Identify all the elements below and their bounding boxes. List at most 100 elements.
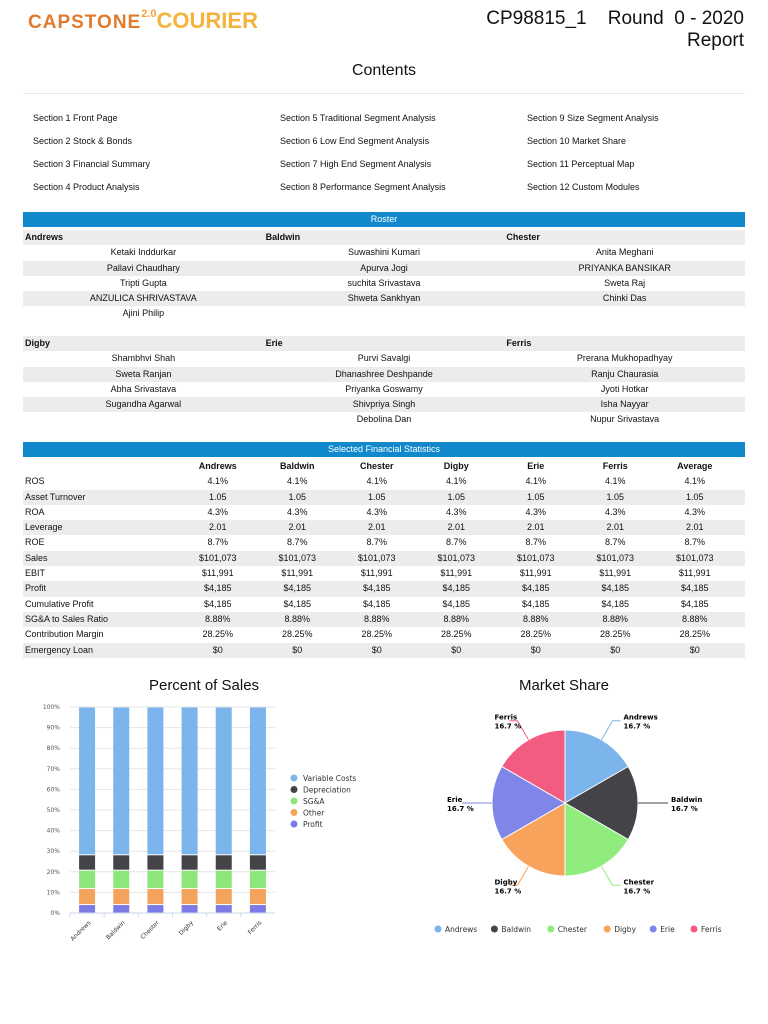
stat-value: 8.7% [445, 537, 467, 548]
member-name: Debolina Dan [356, 414, 412, 425]
team-name: Ferris [506, 338, 532, 348]
member-name: Sugandha Agarwal [105, 399, 182, 410]
bar-segment-sga [113, 870, 130, 888]
stat-value: $4,185 [601, 598, 630, 609]
column-header: Baldwin [279, 461, 315, 471]
financial-row: Cumulative Profit $4,185 $4,185 $4,185 $4,18… [23, 597, 745, 612]
pie-label-name: Chester [624, 878, 655, 886]
member-name: Shweta Sankhyan [347, 293, 421, 304]
stat-label: Emergency Loan [25, 644, 94, 655]
column-header: Digby [443, 461, 469, 471]
financial-row: ROS 4.1% 4.1% 4.1% 4.1% 4.1% 4.1% 4.1% [23, 474, 745, 489]
bar-segment-profit [79, 905, 96, 913]
toc-link[interactable]: Section 11 Perceptual Map [527, 159, 635, 169]
stat-value: $101,073 [278, 552, 317, 563]
financial-row: Sales $101,073 $101,073 $101,073 $101,073 $10… [23, 550, 745, 567]
toc-link[interactable]: Section 8 Performance Segment Analysis [280, 182, 446, 192]
legend-label: Other [303, 809, 325, 818]
pie-slice-digby [501, 802, 566, 877]
toc-link[interactable]: Section 9 Size Segment Analysis [527, 113, 659, 123]
stat-value: 4.3% [286, 506, 308, 517]
pie-slice-chester [564, 802, 629, 877]
bar-segment-sga [215, 870, 232, 888]
pie-label-value: 16.7 % [447, 805, 474, 813]
pie-label-value: 16.7 % [495, 723, 522, 731]
stat-value: $101,073 [516, 552, 555, 563]
toc-link[interactable]: Section 5 Traditional Segment Analysis [280, 113, 436, 123]
x-tick-label: Erie [216, 919, 229, 932]
member-name: Priyanka Goswamy [345, 383, 423, 394]
bar-segment-sga [147, 870, 164, 888]
bar-segment-sga [79, 870, 96, 888]
toc-link[interactable]: Section 1 Front Page [33, 113, 118, 123]
stat-value: $4,185 [442, 583, 471, 594]
toc-link[interactable]: Section 7 High End Segment Analysis [280, 159, 432, 169]
member-name: Purvi Savalgi [357, 353, 411, 364]
toc-link[interactable]: Section 6 Low End Segment Analysis [280, 136, 430, 146]
y-tick-label: 100% [43, 704, 60, 711]
report-title: CP98815_1 Round 0 - 2020 Report [486, 8, 744, 52]
column-header: Andrews [198, 461, 237, 471]
member-name: Shivpriya Singh [352, 399, 416, 410]
stat-value: 8.88% [681, 613, 708, 624]
legend-marker [290, 786, 298, 793]
stat-value: $4,185 [362, 598, 391, 609]
bar-segment-other [147, 888, 164, 905]
bar-segment-variablecosts [215, 707, 232, 855]
legend-label: Baldwin [501, 925, 531, 934]
roster-row: Shambhvi Shah Purvi Savalgi Prerana Mukhop… [23, 351, 745, 366]
legend-label: Ferris [701, 925, 722, 934]
column-header: Chester [359, 461, 394, 471]
stat-value: $101,073 [596, 552, 635, 563]
toc-link[interactable]: Section 4 Product Analysis [33, 182, 140, 192]
stat-label: Sales [25, 552, 48, 563]
x-tick-label: Baldwin [105, 919, 127, 941]
bar-segment-depreciation [147, 855, 164, 870]
toc-link[interactable]: Section 2 Stock & Bonds [33, 136, 133, 146]
column-header: Average [677, 461, 713, 471]
stat-value: 28.25% [361, 629, 393, 640]
stat-value: $0 [212, 644, 223, 655]
stat-value: 8.88% [363, 613, 390, 624]
member-name: Tripti Gupta [119, 277, 167, 288]
pie-label-name: Ferris [495, 714, 518, 722]
bar-segment-variablecosts [181, 707, 198, 855]
toc-link[interactable]: Section 12 Custom Modules [527, 182, 640, 192]
stat-value: 1.05 [447, 491, 466, 502]
stat-value: 4.3% [525, 506, 546, 517]
member-name: Ajini Philip [122, 308, 165, 319]
toc-link[interactable]: Section 3 Financial Summary [33, 159, 151, 169]
stat-value: 4.1% [286, 476, 308, 487]
financial-row: ROE 8.7% 8.7% 8.7% 8.7% 8.7% 8.7% 8.7% [23, 535, 745, 550]
member-name: Ketaki Inddurkar [110, 247, 177, 258]
stat-value: 28.25% [599, 629, 631, 640]
stat-value: 8.88% [284, 613, 311, 624]
bar-segment-variablecosts [249, 707, 266, 855]
member-name: PRIYANKA BANSIKAR [578, 262, 671, 273]
bar-segment-sga [181, 870, 198, 888]
stat-value: 4.1% [207, 476, 228, 487]
roster-row: Sugandha Agarwal Shivpriya Singh Isha Nayy… [23, 397, 745, 413]
team-name: Chester [506, 232, 540, 242]
member-name: suchita Srivastava [347, 277, 421, 288]
stat-value: 2.01 [526, 522, 545, 533]
roster-row: Ketaki Inddurkar Suwashini Kumari Anita Me… [23, 245, 745, 260]
bar-segment-profit [113, 905, 130, 913]
y-tick-label: 80% [47, 745, 61, 752]
roster-row: Ajini Philip [23, 306, 745, 321]
stat-value: $11,991 [678, 568, 711, 579]
stat-value: 4.3% [366, 506, 387, 517]
stat-value: 8.88% [204, 613, 231, 624]
stat-value: $11,991 [360, 568, 393, 579]
legend-label: Digby [614, 925, 636, 934]
pie-slice-ferris [501, 729, 566, 804]
market-share-title: Market Share [518, 677, 610, 694]
legend-marker [490, 925, 498, 933]
toc-link[interactable]: Section 10 Market Share [527, 136, 627, 146]
stat-value: $4,185 [680, 598, 709, 609]
logo-version: 2.0 [141, 8, 157, 20]
stat-value: 2.01 [208, 522, 227, 533]
stat-value: $0 [610, 644, 621, 655]
stat-value: 28.25% [202, 629, 234, 640]
